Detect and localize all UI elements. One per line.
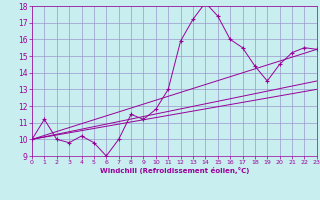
X-axis label: Windchill (Refroidissement éolien,°C): Windchill (Refroidissement éolien,°C) [100,167,249,174]
